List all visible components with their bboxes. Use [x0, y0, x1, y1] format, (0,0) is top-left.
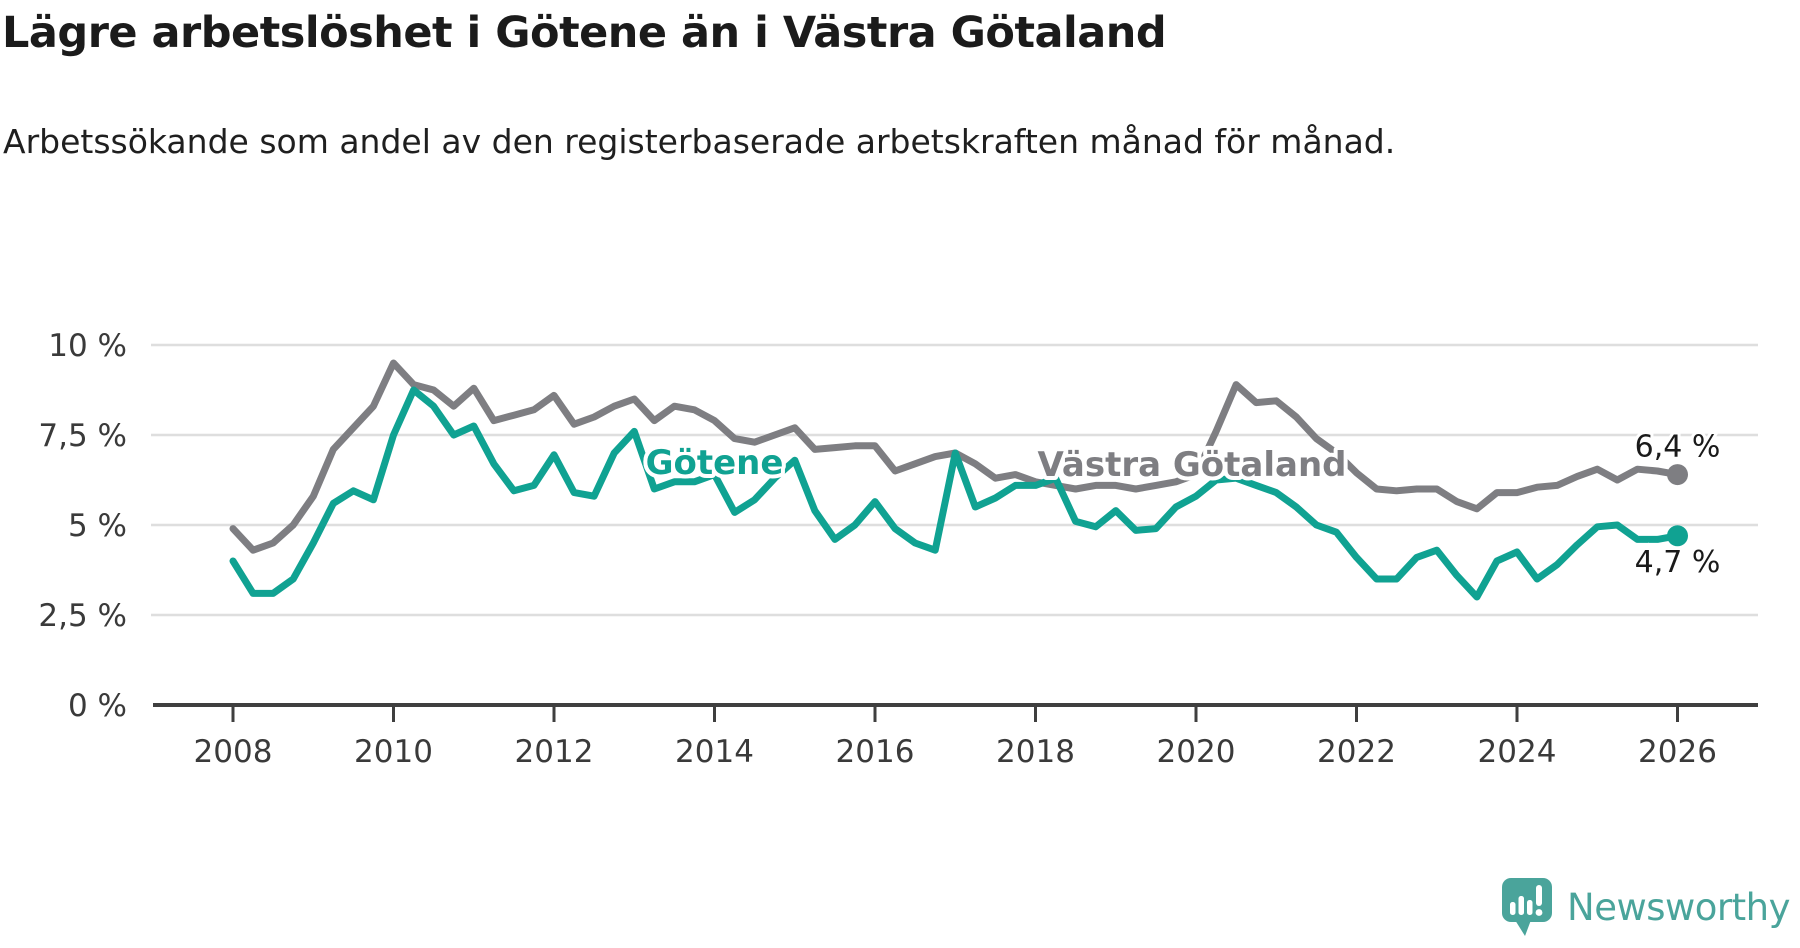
line-chart: 0 % 2,5 % 5 % 7,5 % 10 % 2008 2010 2012 2014 2016… — [38, 328, 1758, 770]
series-label-västra-götaland: Västra Götaland — [1037, 445, 1346, 485]
newsworthy-logo-icon — [1502, 878, 1553, 936]
x-tick-label: 2018 — [996, 734, 1075, 770]
y-tick-label: 0 % — [68, 688, 127, 724]
x-tick-label: 2008 — [194, 734, 273, 770]
x-tick-label: 2026 — [1638, 734, 1717, 770]
y-tick-label: 5 % — [68, 508, 127, 544]
x-tick-label: 2010 — [354, 734, 433, 770]
x-tick-label: 2016 — [836, 734, 915, 770]
brand-footer: Newsworthy — [1501, 876, 1790, 938]
x-tick-label: 2012 — [515, 734, 594, 770]
x-tick-label: 2014 — [675, 734, 754, 770]
y-tick-label: 2,5 % — [38, 598, 127, 634]
series-label-götene: Götene — [646, 443, 784, 483]
x-tick-label: 2020 — [1157, 734, 1236, 770]
y-tick-label: 10 % — [48, 328, 127, 364]
series-end-dot-götene — [1667, 525, 1688, 547]
chart-subtitle: Arbetssökande som andel av den registerb… — [3, 122, 1396, 161]
end-value-label-västra-götaland: 6,4 % — [1635, 430, 1721, 465]
y-tick-label: 7,5 % — [38, 418, 127, 454]
page-title: Lägre arbetslöshet i Götene än i Västra … — [2, 8, 1167, 58]
x-tick-label: 2022 — [1317, 734, 1396, 770]
series-line-götene — [229, 386, 1681, 601]
end-value-label-götene: 4,7 % — [1635, 545, 1721, 580]
brand-name: Newsworthy — [1567, 885, 1790, 929]
series-end-dot-västra-götaland — [1667, 464, 1688, 486]
x-tick-label: 2024 — [1478, 734, 1557, 770]
